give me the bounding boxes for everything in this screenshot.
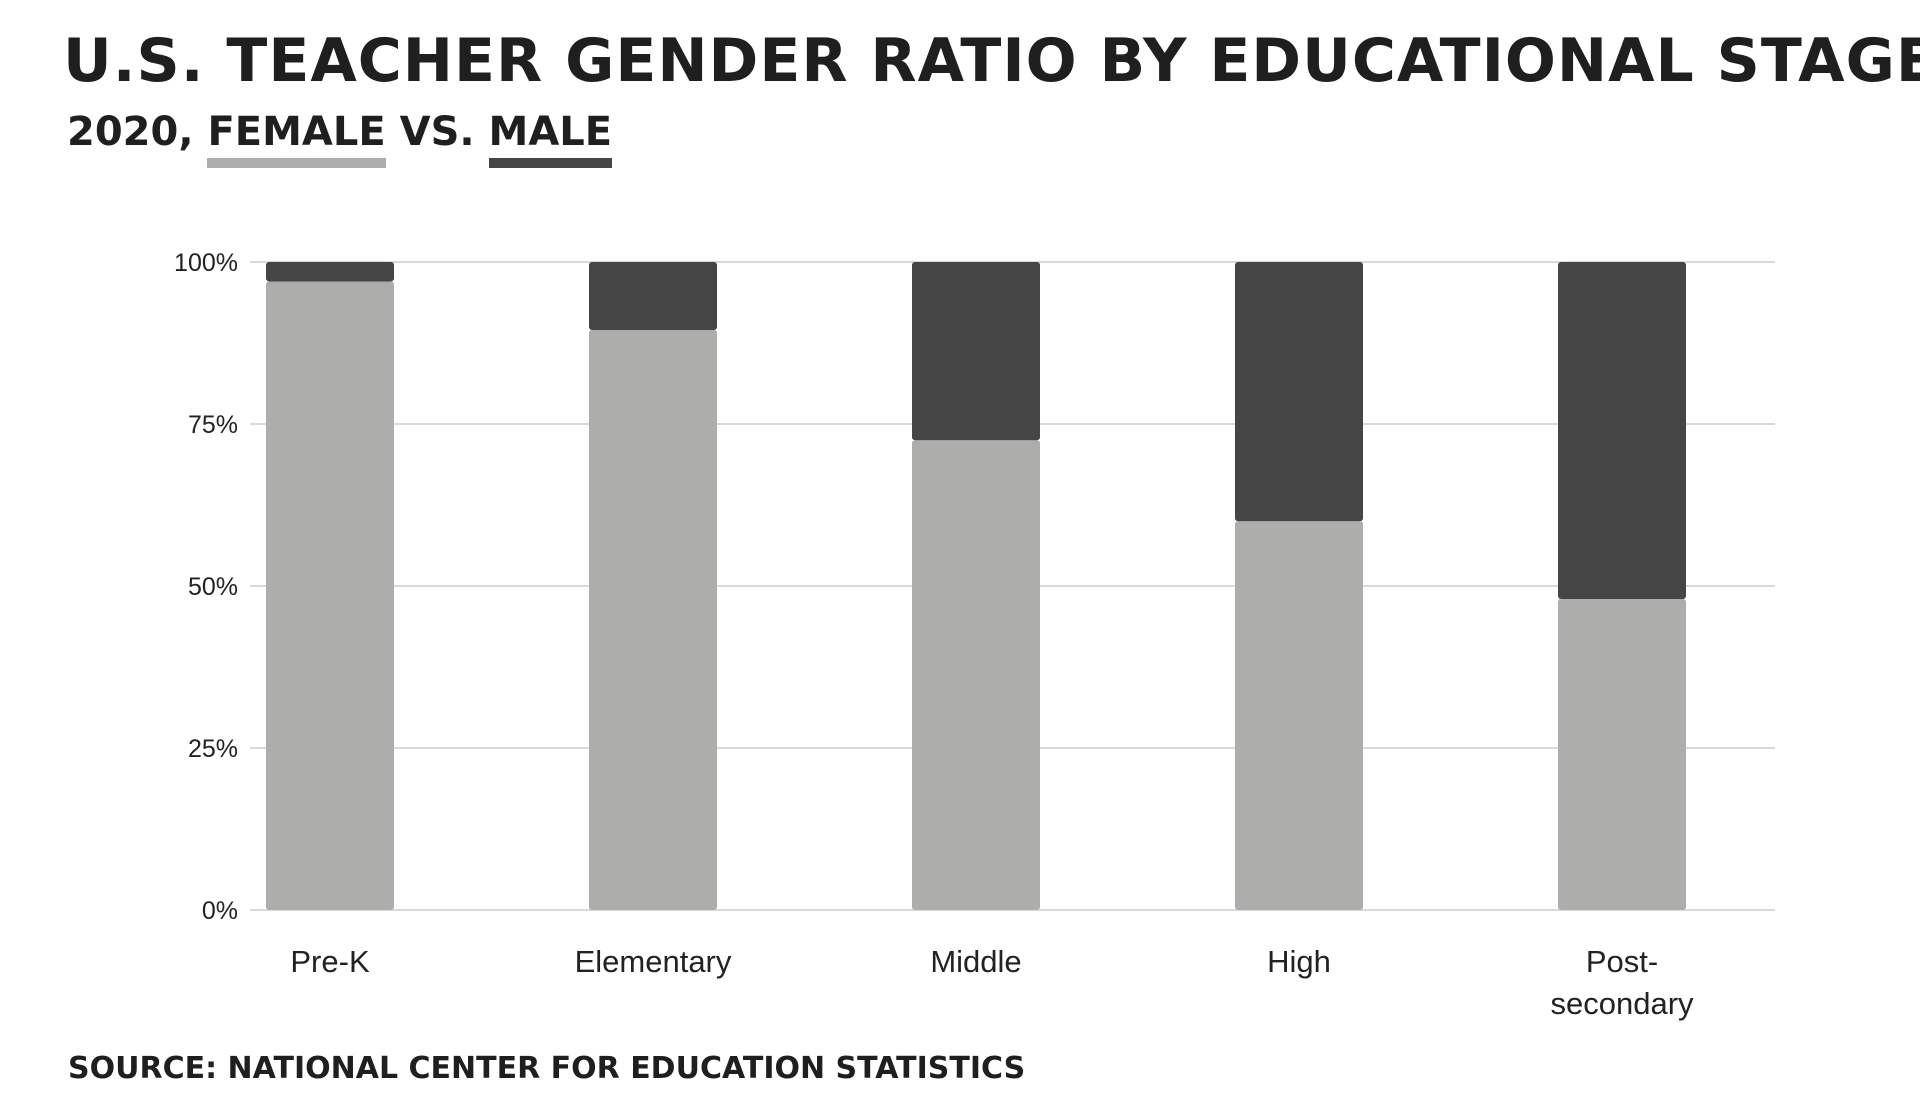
bar-segment-female <box>266 281 394 910</box>
subtitle-separator: VS. <box>399 109 475 155</box>
y-tick-label: 75% <box>188 411 238 439</box>
x-category-label: Elementary <box>575 944 732 979</box>
subtitle-year: 2020, <box>67 109 194 155</box>
chart-subtitle: 2020, FEMALE VS. MALE <box>67 108 613 168</box>
source-note: SOURCE: NATIONAL CENTER FOR EDUCATION ST… <box>68 1051 1026 1086</box>
bar-segment-female <box>1558 598 1686 910</box>
legend-female: FEMALE <box>207 108 386 168</box>
y-tick-label: 0% <box>202 897 238 925</box>
bar-segment-female <box>589 330 717 910</box>
bar-segment-male <box>1235 262 1363 522</box>
y-tick-label: 25% <box>188 735 238 763</box>
bar-segment-male <box>589 262 717 331</box>
bar-segment-female <box>912 440 1040 910</box>
chart-title: U.S. TEACHER GENDER RATIO BY EDUCATIONAL… <box>63 26 1920 96</box>
x-category-label: High <box>1267 944 1331 979</box>
x-category-label: Pre-K <box>290 944 370 979</box>
stacked-bar-chart: 100% 75% 50% 25% 0% Pre-K Elementary Middle High… <box>174 249 1775 1021</box>
bar-segment-female <box>1235 521 1363 910</box>
x-category-label: Middle <box>930 944 1021 979</box>
x-category-label: Post- <box>1586 944 1658 979</box>
y-tick-label: 100% <box>174 249 238 277</box>
x-category-label: secondary <box>1550 986 1694 1021</box>
bar-segment-male <box>266 262 394 282</box>
bar-segment-male <box>912 262 1040 441</box>
bar-segment-male <box>1558 262 1686 599</box>
y-tick-label: 50% <box>188 573 238 601</box>
legend-male: MALE <box>488 108 613 168</box>
